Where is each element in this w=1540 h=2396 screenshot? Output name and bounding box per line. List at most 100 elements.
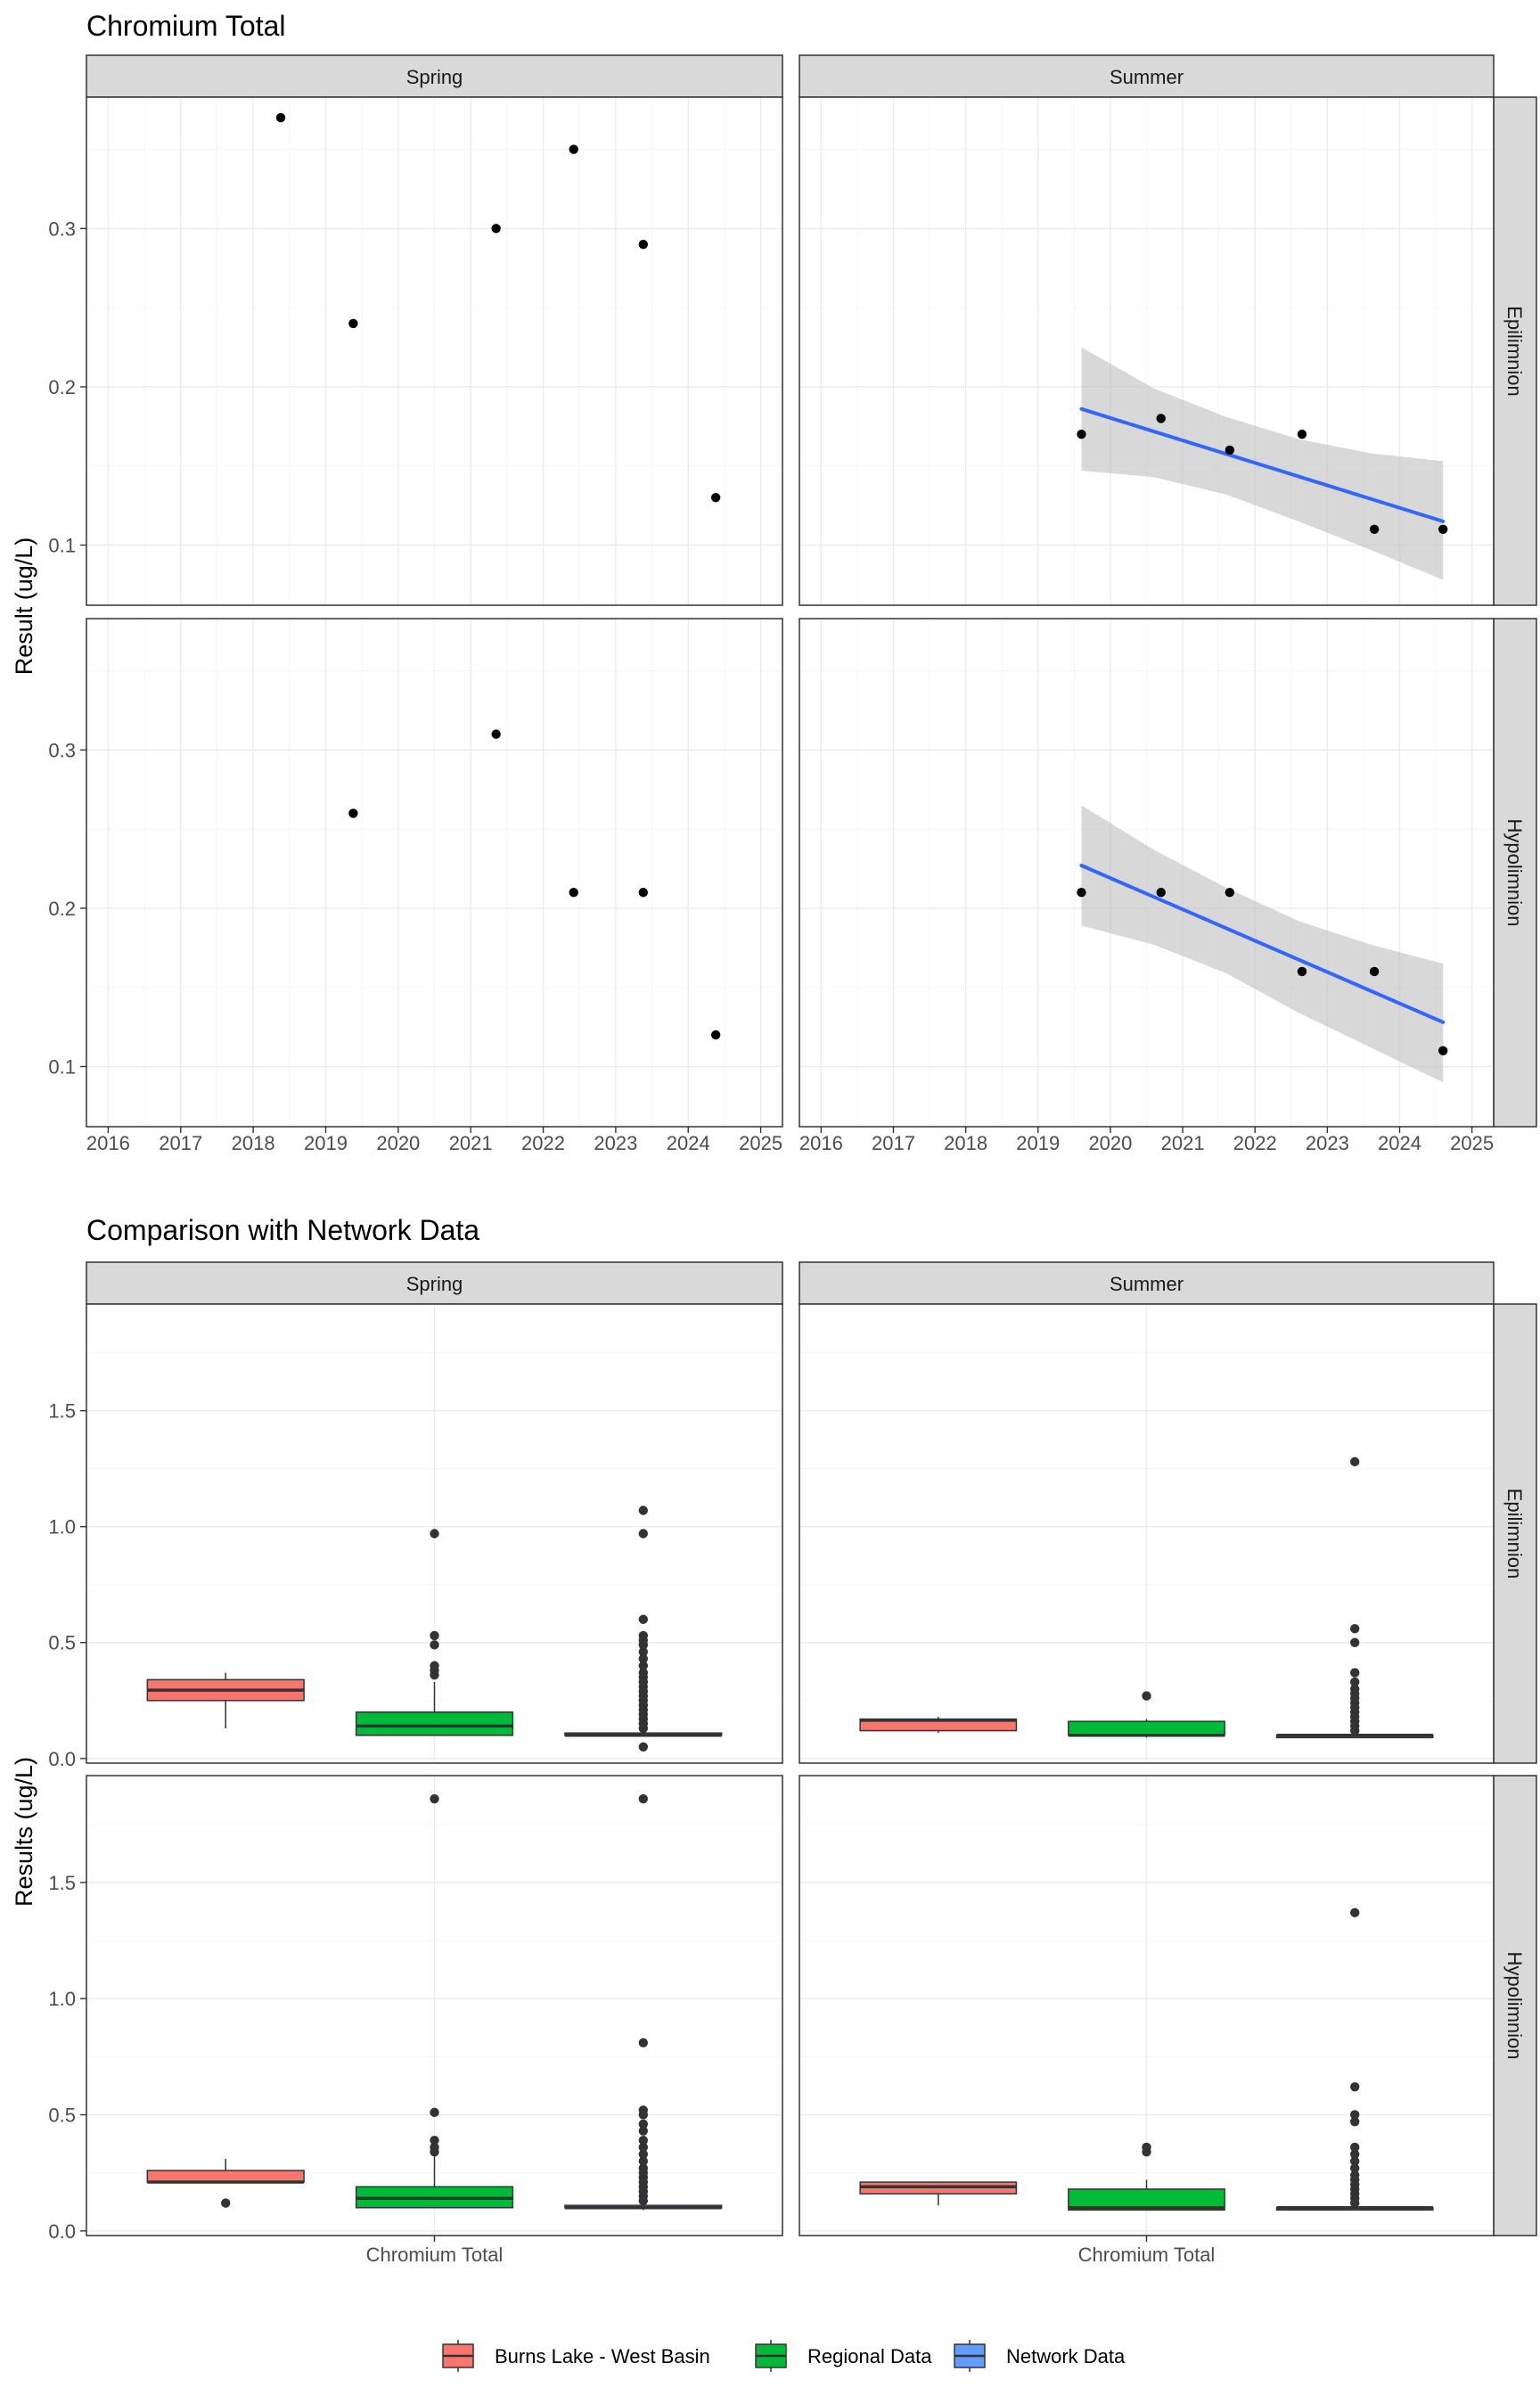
data-point — [1369, 524, 1380, 534]
outlier-point — [638, 2149, 648, 2159]
outlier-point — [430, 1661, 439, 1670]
data-point — [275, 112, 286, 123]
chart2-strip-label: Spring — [406, 1273, 463, 1295]
x-tick-label: Chromium Total — [1078, 2244, 1216, 2266]
data-point — [1438, 524, 1448, 534]
outlier-point — [1350, 2156, 1360, 2166]
box-network-data — [1275, 1456, 1434, 1739]
box-burns-lake-west-basin — [146, 2159, 305, 2208]
chart2-strip-label: Hypolimnion — [1503, 1951, 1526, 2059]
box-body — [1068, 1720, 1225, 1736]
y-tick-label: 1.0 — [48, 1516, 76, 1539]
y-tick-label: 0.3 — [48, 217, 76, 240]
data-point — [638, 887, 648, 898]
data-point — [491, 729, 501, 739]
box-burns-lake-west-basin — [859, 1716, 1018, 1734]
data-point — [1156, 414, 1166, 423]
chart1-plot-area: Spring Summer Epilimnion Hypolimnion 0.1 0.2 0… — [48, 54, 1537, 1154]
legend-label: Burns Lake - West Basin — [495, 2345, 710, 2367]
box-body — [146, 2170, 305, 2183]
outlier-point — [1350, 1623, 1360, 1634]
x-tick-label: 2024 — [1378, 1132, 1421, 1154]
data-point — [1225, 445, 1235, 455]
y-tick-label: 0.2 — [48, 376, 76, 398]
x-tick-label: 2019 — [1016, 1132, 1060, 1154]
data-point — [1297, 966, 1307, 977]
box-body — [355, 1711, 514, 1736]
box-network-data — [564, 1506, 723, 1752]
chart1-panel-summer-hypolimnion — [799, 618, 1495, 1128]
legend-label: Network Data — [1006, 2345, 1126, 2367]
y-tick-label: 0.5 — [48, 2104, 76, 2126]
outlier-point — [638, 1614, 648, 1624]
data-point — [1438, 1046, 1448, 1055]
chart2-y-axis-label: Results (ug/L) — [11, 1757, 37, 1907]
chart2-panel-spring-epilimnion — [86, 1303, 783, 1764]
data-point — [1297, 430, 1307, 439]
outlier-point — [430, 2107, 439, 2118]
outlier-point — [221, 2198, 231, 2208]
x-tick-label: 2019 — [304, 1132, 348, 1154]
chart2-panel-spring-hypolimnion — [86, 1775, 783, 2236]
chart2-strip-hypolimnion — [1493, 1775, 1537, 2236]
outlier-point — [1350, 1637, 1360, 1647]
outlier-point — [638, 1646, 648, 1657]
outlier-point — [638, 2135, 648, 2146]
x-tick-label: 2025 — [1450, 1132, 1494, 1154]
box-regional-data — [355, 1529, 514, 1736]
data-point — [710, 493, 721, 503]
outlier-point — [1350, 2163, 1360, 2173]
box-regional-data — [1068, 1691, 1225, 1738]
chart1-strip-summer — [799, 54, 1495, 98]
outlier-point — [638, 1661, 648, 1670]
panel-border — [799, 96, 1495, 606]
legend-item: Network Data — [954, 2340, 1126, 2372]
legend: Burns Lake - West Basin Regional Data Netw… — [442, 2340, 1126, 2372]
data-point — [348, 318, 358, 329]
box-network-data — [1275, 1908, 1434, 2211]
y-tick-label: 0.0 — [48, 1748, 76, 1770]
x-tick-label: 2017 — [159, 1132, 202, 1154]
data-point — [710, 1030, 721, 1040]
legend-label: Regional Data — [807, 2345, 932, 2367]
data-point — [638, 239, 648, 250]
outlier-point — [638, 2038, 648, 2047]
outlier-point — [638, 1653, 648, 1664]
x-tick-label: 2024 — [667, 1132, 710, 1154]
y-tick-label: 0.5 — [48, 1632, 76, 1654]
outlier-point — [638, 2105, 648, 2115]
x-tick-label: 2020 — [376, 1132, 420, 1154]
data-point — [1225, 887, 1235, 898]
y-tick-label: 0.3 — [48, 739, 76, 761]
data-point — [348, 808, 358, 818]
box-burns-lake-west-basin — [146, 1672, 305, 1728]
chart2-strip-label: Summer — [1110, 1273, 1184, 1295]
chart1-panel-spring-hypolimnion — [86, 618, 783, 1128]
box-network-data — [564, 1793, 723, 2211]
trend-line — [1079, 864, 1446, 1024]
chart1-strip-hypolimnion — [1493, 618, 1537, 1128]
chart2-strip-spring — [86, 1261, 783, 1305]
data-point — [1077, 430, 1086, 439]
outlier-point — [1350, 2110, 1360, 2120]
x-tick-label: 2016 — [799, 1132, 843, 1154]
x-tick-label: 2022 — [521, 1132, 565, 1154]
outlier-point — [638, 2119, 648, 2129]
chart1-strip-label: Summer — [1110, 66, 1184, 88]
chart1-strip-spring — [86, 54, 783, 98]
x-tick-label: 2017 — [872, 1132, 915, 1154]
y-tick-label: 1.0 — [48, 1988, 76, 2010]
y-tick-label: 0.1 — [48, 535, 76, 557]
chart2-strip-label: Epilimnion — [1503, 1489, 1526, 1580]
data-point — [569, 887, 578, 898]
x-tick-label: 2016 — [86, 1132, 130, 1154]
chart1-panel-spring-epilimnion — [86, 96, 783, 606]
data-point — [1077, 887, 1086, 898]
outlier-point — [1350, 2170, 1360, 2180]
x-tick-label: Chromium Total — [366, 2244, 504, 2266]
chart2-panel-summer-epilimnion — [799, 1303, 1495, 1764]
chart1-strip-label: Spring — [406, 66, 463, 88]
trend-line — [1079, 406, 1446, 523]
box-regional-data — [355, 1793, 514, 2209]
data-point — [491, 224, 501, 234]
